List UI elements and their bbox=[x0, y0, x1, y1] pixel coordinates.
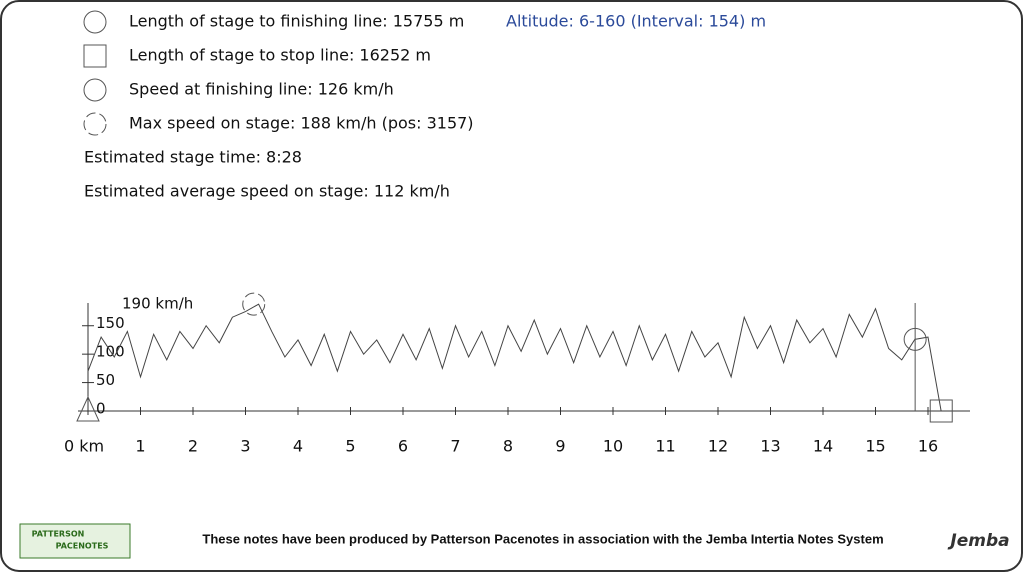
logo-text: PATTERSON bbox=[32, 530, 85, 539]
logo-text: PACENOTES bbox=[56, 542, 109, 551]
y-tick-label: 0 bbox=[96, 400, 106, 418]
x-tick-label: 10 bbox=[603, 437, 623, 456]
x-tick-label: 8 bbox=[503, 437, 513, 456]
y-tick-label: 50 bbox=[96, 371, 115, 389]
x-tick-label: 2 bbox=[188, 437, 198, 456]
max-speed-marker bbox=[242, 292, 266, 316]
x-tick-label: 1 bbox=[135, 437, 145, 456]
x-tick-label: 16 bbox=[918, 437, 938, 456]
stat: Estimated stage time: 8:28 bbox=[84, 148, 302, 167]
x-tick-label: 14 bbox=[813, 437, 833, 456]
x-tick-label: 9 bbox=[555, 437, 565, 456]
stat: Length of stage to stop line: 16252 m bbox=[129, 46, 431, 65]
finish-marker bbox=[903, 327, 927, 351]
x-tick-label: 6 bbox=[398, 437, 408, 456]
speed-line bbox=[87, 303, 942, 412]
stat: Length of stage to finishing line: 15755… bbox=[129, 12, 464, 31]
footer: These notes have been produced by Patter… bbox=[202, 531, 883, 546]
x-tick-label: 11 bbox=[655, 437, 675, 456]
start-marker bbox=[76, 395, 100, 422]
logo-right: Jemba bbox=[947, 531, 1009, 551]
altitude: Altitude: 6-160 (Interval: 154) m bbox=[506, 12, 766, 31]
icon-square bbox=[83, 44, 107, 68]
icon-circle bbox=[83, 10, 107, 34]
y-tick-label: 150 bbox=[96, 314, 125, 332]
icon-crossed-circle bbox=[83, 112, 107, 136]
x-tick-label: 15 bbox=[865, 437, 885, 456]
stat: Speed at finishing line: 126 km/h bbox=[129, 80, 394, 99]
x-tick-label: 12 bbox=[708, 437, 728, 456]
x-tick-label: 13 bbox=[760, 437, 780, 456]
x-tick-label: 7 bbox=[450, 437, 460, 456]
y-axis-label: 190 km/h bbox=[122, 295, 193, 313]
x-tick-label: 5 bbox=[345, 437, 355, 456]
icon-circle bbox=[83, 78, 107, 102]
logo-left bbox=[19, 523, 131, 559]
x-tick-label: 0 km bbox=[64, 437, 104, 456]
x-tick-label: 3 bbox=[240, 437, 250, 456]
x-tick-label: 4 bbox=[293, 437, 303, 456]
stop-marker bbox=[929, 399, 953, 423]
stat: Estimated average speed on stage: 112 km… bbox=[84, 182, 450, 201]
stat: Max speed on stage: 188 km/h (pos: 3157) bbox=[129, 114, 474, 133]
